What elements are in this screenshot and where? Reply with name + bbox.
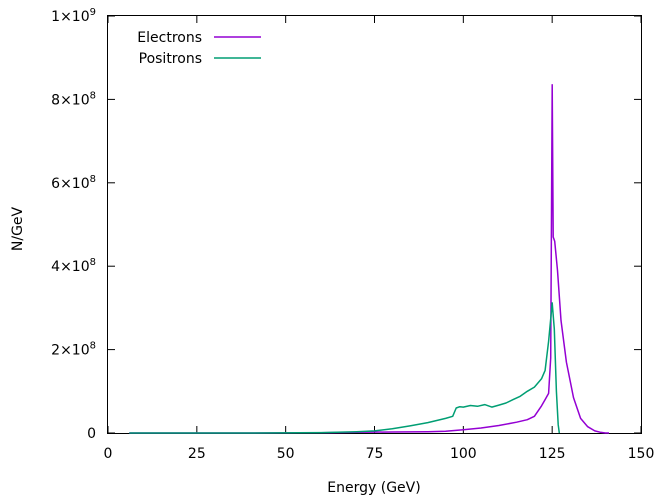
- y-tick-label: 1×109: [51, 7, 96, 25]
- x-axis-ticks: 0 25 50 75 100 125 150: [104, 16, 655, 462]
- plot-frame: [107, 15, 642, 434]
- legend: Electrons Positrons: [137, 30, 261, 67]
- x-axis-title: Energy (GeV): [327, 480, 420, 496]
- x-tick-label: 75: [366, 446, 384, 462]
- x-tick-label: 100: [450, 446, 477, 462]
- x-tick-label: 50: [277, 446, 295, 462]
- y-axis-ticks: 0 2×108 4×108 6×108 8×108 1×109: [51, 7, 641, 442]
- y-tick-label: 0: [87, 426, 96, 442]
- x-tick-label: 125: [539, 446, 566, 462]
- y-tick-label: 4×108: [51, 257, 96, 275]
- legend-label-electrons: Electrons: [137, 30, 202, 46]
- series-lines: [129, 84, 609, 434]
- x-tick-label: 0: [104, 446, 113, 462]
- legend-label-positrons: Positrons: [139, 51, 202, 67]
- x-tick-label: 25: [188, 446, 206, 462]
- series-line-positrons: [129, 302, 561, 434]
- series-line-electrons: [129, 84, 609, 434]
- y-tick-label: 2×108: [51, 341, 96, 359]
- y-tick-label: 8×108: [51, 90, 96, 108]
- y-tick-label: 6×108: [51, 174, 96, 192]
- x-tick-label: 150: [628, 446, 655, 462]
- y-axis-title: N/GeV: [10, 206, 26, 251]
